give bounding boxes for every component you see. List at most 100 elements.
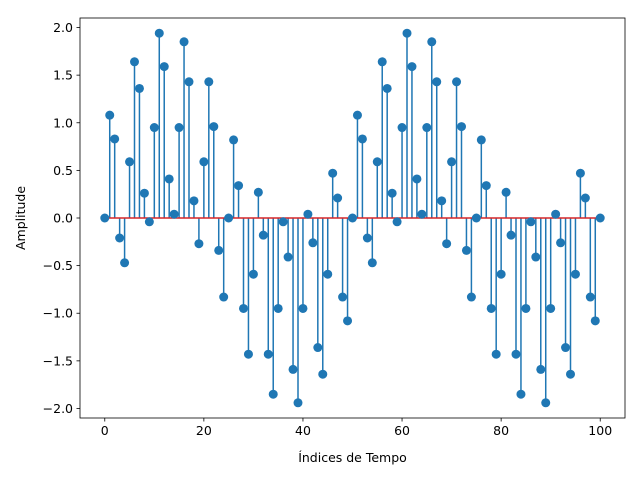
stem-marker <box>392 217 402 227</box>
stem-marker <box>308 238 318 248</box>
stem-marker <box>402 28 412 38</box>
stem-marker <box>387 188 397 198</box>
stem-marker <box>422 123 432 133</box>
y-tick-label: 0.5 <box>53 163 73 178</box>
stem-marker <box>234 181 244 191</box>
stem-marker <box>526 217 536 227</box>
stem-marker <box>278 217 288 227</box>
stem-marker <box>134 83 144 93</box>
stem-marker <box>457 122 466 132</box>
stem-marker <box>258 230 268 240</box>
stem-marker <box>536 364 546 374</box>
stem-marker <box>224 213 234 223</box>
stem-marker <box>501 187 511 197</box>
stem-marker <box>328 168 338 178</box>
stem-marker <box>189 196 199 206</box>
stem-marker <box>130 57 139 67</box>
stem-marker <box>248 269 258 279</box>
stem-marker <box>209 122 219 132</box>
stem-marker <box>179 37 189 47</box>
stem-marker <box>318 369 328 379</box>
x-tick-label: 40 <box>295 423 311 438</box>
stem-marker <box>575 168 585 178</box>
x-tick-label: 20 <box>196 423 212 438</box>
stem-marker <box>561 343 571 353</box>
y-tick-label: −2.0 <box>43 401 73 416</box>
y-tick-label: −0.5 <box>43 258 73 273</box>
x-tick-label: 100 <box>588 423 612 438</box>
stem-lines <box>108 33 597 403</box>
stem-marker <box>125 157 135 167</box>
stem-marker <box>273 303 283 313</box>
stem-marker <box>471 213 481 223</box>
stem-marker <box>204 77 214 87</box>
stem-marker <box>521 303 531 313</box>
stem-marker <box>481 181 491 191</box>
stem-marker <box>313 343 323 353</box>
stem-marker <box>486 303 496 313</box>
stem-marker <box>566 369 575 379</box>
stem-marker <box>253 187 263 197</box>
y-axis-ticks: −2.0 −1.5 −1.0 −0.5 0.0 0.5 1.0 1.5 2.0 <box>43 20 80 416</box>
y-tick-label: 0.0 <box>53 211 73 226</box>
stem-marker <box>164 174 174 184</box>
x-tick-label: 80 <box>493 423 509 438</box>
stem-marker <box>219 292 229 302</box>
stem-marker <box>382 83 392 93</box>
stem-marker <box>357 134 367 144</box>
stem-marker <box>333 193 343 203</box>
stem-marker <box>407 62 417 72</box>
stem-marker <box>362 233 372 243</box>
y-tick-label: 1.0 <box>53 115 73 130</box>
stem-marker <box>100 213 110 223</box>
stem-marker <box>263 349 273 359</box>
stem-marker <box>110 134 120 144</box>
stem-marker <box>367 258 377 268</box>
stem-marker <box>343 316 353 326</box>
y-axis-label: Amplitude <box>13 186 28 250</box>
stem-marker <box>570 269 580 279</box>
stem-marker <box>442 239 452 249</box>
stem-marker <box>432 77 442 87</box>
stem-marker <box>506 230 516 240</box>
stem-marker <box>199 157 209 167</box>
stem-marker <box>120 258 130 268</box>
stem-marker <box>556 238 566 248</box>
y-tick-label: 1.5 <box>53 68 73 83</box>
stem-marker <box>516 389 526 399</box>
y-tick-label: −1.0 <box>43 306 73 321</box>
x-tick-label: 60 <box>394 423 410 438</box>
stem-marker <box>452 77 462 87</box>
stem-marker <box>590 316 600 326</box>
stem-marker <box>283 252 293 262</box>
stem-marker <box>447 157 457 167</box>
stem-marker <box>585 292 595 302</box>
stem-marker <box>293 398 303 408</box>
stem-marker <box>491 349 501 359</box>
stem-marker <box>149 123 159 133</box>
stem-marker <box>214 245 224 255</box>
stem-marker <box>461 245 471 255</box>
x-axis-ticks: 0 20 40 60 80 100 <box>101 418 612 438</box>
stem-marker <box>288 364 298 374</box>
stem-marker <box>338 292 348 302</box>
stem-marker <box>154 28 164 38</box>
stem-marker <box>184 77 194 87</box>
stem-marker <box>229 135 239 145</box>
stem-marker <box>437 196 447 206</box>
stem-marker <box>496 269 506 279</box>
stem-marker <box>397 123 407 133</box>
stem-marker <box>377 57 387 67</box>
stem-marker <box>511 349 521 359</box>
stem-marker <box>466 292 476 302</box>
stem-marker <box>239 303 248 313</box>
stem-marker <box>139 188 149 198</box>
stem-marker <box>298 303 308 313</box>
stem-marker <box>323 269 333 279</box>
stem-marker <box>531 252 541 262</box>
stem-marker <box>174 123 184 133</box>
stem-marker <box>580 193 590 203</box>
stem-marker <box>303 209 313 219</box>
stem-marker <box>348 213 357 223</box>
